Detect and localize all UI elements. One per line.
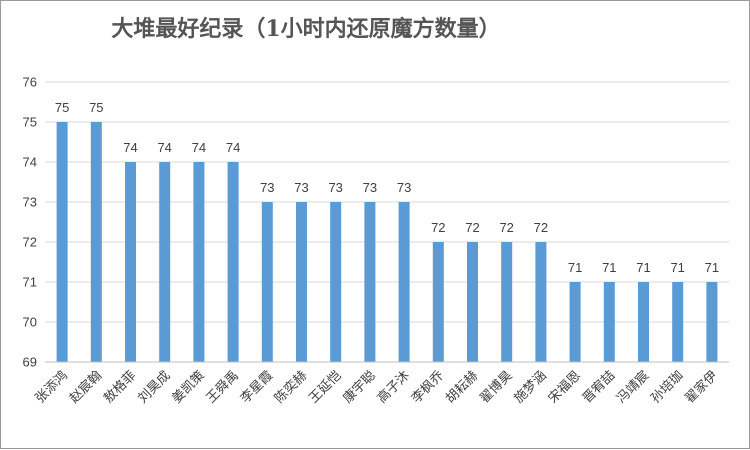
bar [56, 122, 68, 362]
y-tick-label: 73 [23, 195, 37, 210]
y-tick-label: 69 [23, 355, 37, 370]
data-label: 71 [670, 260, 684, 275]
data-label: 71 [705, 260, 719, 275]
data-label: 73 [260, 180, 274, 195]
data-label: 74 [192, 140, 206, 155]
data-label: 75 [55, 100, 69, 115]
data-label: 74 [157, 140, 171, 155]
data-label: 73 [397, 180, 411, 195]
category-label: 翟博昊 [477, 368, 515, 406]
y-tick-label: 70 [23, 315, 37, 330]
category-label: 李星霞 [238, 368, 276, 406]
data-label: 71 [636, 260, 650, 275]
bar [603, 282, 615, 362]
bar [364, 202, 376, 362]
category-label: 孙培珈 [648, 368, 687, 407]
y-tick-label: 76 [23, 75, 37, 90]
data-label: 71 [568, 260, 582, 275]
bar [706, 282, 718, 362]
bar [535, 242, 547, 362]
data-label: 74 [123, 140, 137, 155]
data-label: 71 [602, 260, 616, 275]
data-label: 75 [89, 100, 103, 115]
data-label: 72 [499, 220, 513, 235]
bar [261, 202, 273, 362]
category-label: 宋福恩 [546, 368, 584, 406]
data-label: 72 [465, 220, 479, 235]
bar [227, 162, 239, 362]
bar [330, 202, 342, 362]
bar [90, 122, 102, 362]
category-label: 刘昊成 [135, 368, 173, 406]
category-label: 康宇聪 [340, 368, 379, 407]
category-labels: 张添鸿赵宸翰敖格菲刘昊成姜凯策王舜禹李星霞陈奕赫王延恺康宇聪高子沐李枫乔胡耘赫翟… [32, 368, 721, 407]
category-label: 施梦涵 [512, 368, 550, 406]
bar [672, 282, 684, 362]
data-label: 73 [363, 180, 377, 195]
category-label: 敖格菲 [100, 368, 139, 407]
data-label: 73 [328, 180, 342, 195]
data-label: 72 [534, 220, 548, 235]
data-labels: 75 75 74 74 74 74 73 73 73 73 73 72 72 72 72 71 71 71 71 71 [55, 100, 719, 275]
bar [501, 242, 513, 362]
category-label: 冯靖宸 [613, 368, 652, 407]
chart-title: 大堆最好纪录（1小时内还原魔方数量） [111, 16, 500, 42]
bars [56, 122, 718, 362]
data-label: 72 [431, 220, 445, 235]
category-label: 翟家伊 [682, 368, 721, 407]
data-label: 73 [294, 180, 308, 195]
bar [296, 202, 307, 362]
bar [159, 162, 171, 362]
category-label: 高子沐 [374, 368, 413, 407]
category-label: 姜凯策 [169, 368, 208, 407]
gridlines [45, 81, 729, 323]
bar [193, 162, 205, 362]
category-label: 张添鸿 [32, 368, 71, 407]
y-tick-label: 75 [23, 115, 37, 130]
y-tick-label: 74 [23, 155, 37, 170]
category-label: 王延恺 [306, 368, 344, 406]
bar [467, 242, 478, 362]
y-tick-label: 71 [23, 275, 37, 290]
bar [398, 202, 410, 362]
category-label: 赵宸翰 [66, 368, 105, 407]
category-label: 陈奕赫 [271, 368, 310, 407]
category-label: 晋宥喆 [579, 368, 618, 407]
bar [569, 282, 581, 362]
category-label: 胡耘赫 [443, 368, 481, 406]
data-label: 74 [226, 140, 240, 155]
category-label: 李枫乔 [409, 368, 447, 406]
y-axis-ticks: 69 70 71 72 73 74 75 76 [23, 75, 37, 370]
bar [638, 282, 649, 362]
bar [125, 162, 136, 362]
bar [432, 242, 444, 362]
y-tick-label: 72 [23, 235, 37, 250]
category-label: 王舜禹 [204, 368, 242, 406]
